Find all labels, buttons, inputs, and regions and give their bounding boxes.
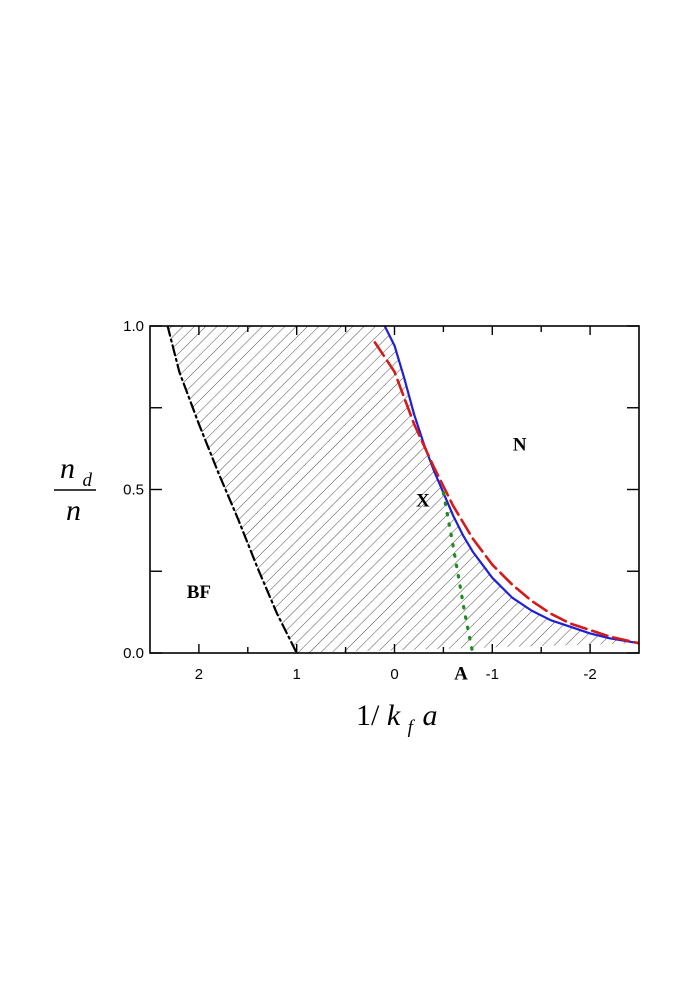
- y-tick-label: 0.0: [123, 645, 144, 662]
- y-label-denominator: n: [66, 494, 81, 527]
- x-tick-label: 0: [390, 666, 398, 683]
- x-label-var: k: [387, 699, 401, 732]
- y-axis-label: n d n: [54, 452, 96, 527]
- region-label-n: N: [513, 435, 527, 456]
- series-line-solid: [383, 326, 639, 645]
- y-label-numerator-sub: d: [83, 470, 93, 491]
- y-label-numerator: n: [60, 452, 75, 485]
- region-label-bf: BF: [187, 582, 211, 603]
- x-label-prefix: 1/: [356, 699, 380, 732]
- svg-text:n d: n d: [60, 452, 93, 491]
- x-label-sub: f: [408, 717, 416, 738]
- x-tick-label: 1: [293, 666, 301, 683]
- series-line-dotted: [441, 491, 475, 653]
- y-tick-label: 0.5: [123, 482, 144, 499]
- series-line-dashed: [373, 341, 639, 645]
- series-line-dash-dot: [166, 326, 298, 653]
- hatched-region: [167, 326, 639, 653]
- region-label-a: A: [454, 664, 468, 685]
- x-axis-label: 1/ k f a: [356, 699, 437, 740]
- x-tick-label: -2: [583, 666, 596, 683]
- y-tick-label: 1.0: [123, 318, 144, 335]
- region-label-x: X: [416, 490, 430, 511]
- x-tick-label: -1: [486, 666, 499, 683]
- x-label-suffix: a: [422, 699, 437, 732]
- svg-text:1/ k f a: 1/ k f a: [356, 699, 437, 740]
- x-tick-label: 2: [195, 666, 203, 683]
